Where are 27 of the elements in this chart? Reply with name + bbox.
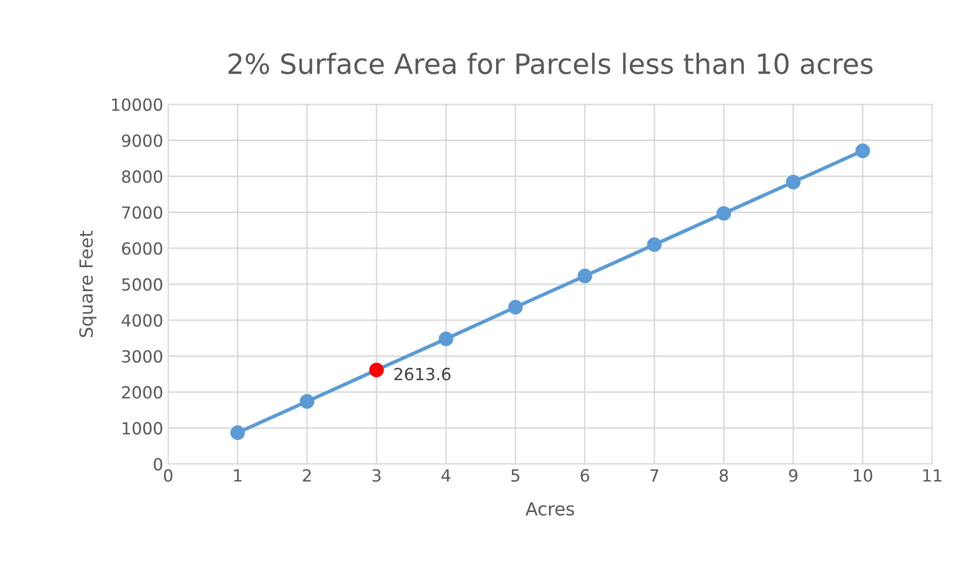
- y-tick-label: 8000: [122, 170, 162, 183]
- x-tick-label: 11: [923, 469, 942, 482]
- x-tick-label: 9: [789, 469, 798, 482]
- y-tick-label: 3000: [122, 350, 162, 363]
- y-tick-label: 0: [154, 458, 162, 471]
- y-tick-label: 5000: [122, 278, 162, 291]
- x-axis-title: Acres: [526, 502, 574, 516]
- x-tick-label: 8: [720, 469, 728, 482]
- data-label: 2613.6: [394, 368, 450, 380]
- y-axis-title: Square Feet: [79, 230, 96, 338]
- x-tick-label: 5: [511, 469, 520, 482]
- y-tick-label: 6000: [122, 242, 162, 255]
- x-tick-label: 10: [854, 469, 872, 482]
- y-tick-label: 9000: [122, 134, 162, 147]
- x-tick-label: 1: [234, 469, 242, 482]
- y-tick-label: 4000: [122, 314, 162, 327]
- x-tick-label: 4: [442, 469, 450, 482]
- y-tick-label: 10000: [112, 98, 162, 111]
- y-tick-label: 7000: [122, 206, 162, 219]
- x-tick-label: 7: [650, 469, 658, 482]
- y-tick-label: 2000: [122, 386, 162, 399]
- x-tick-label: 6: [580, 469, 590, 482]
- y-tick-label: 1000: [122, 422, 162, 435]
- x-tick-label: 3: [372, 469, 381, 482]
- x-tick-label: 2: [303, 469, 311, 482]
- chart-title: 2% Surface Area for Parcels less than 10 acres: [228, 52, 873, 74]
- x-tick-label: 0: [164, 469, 172, 482]
